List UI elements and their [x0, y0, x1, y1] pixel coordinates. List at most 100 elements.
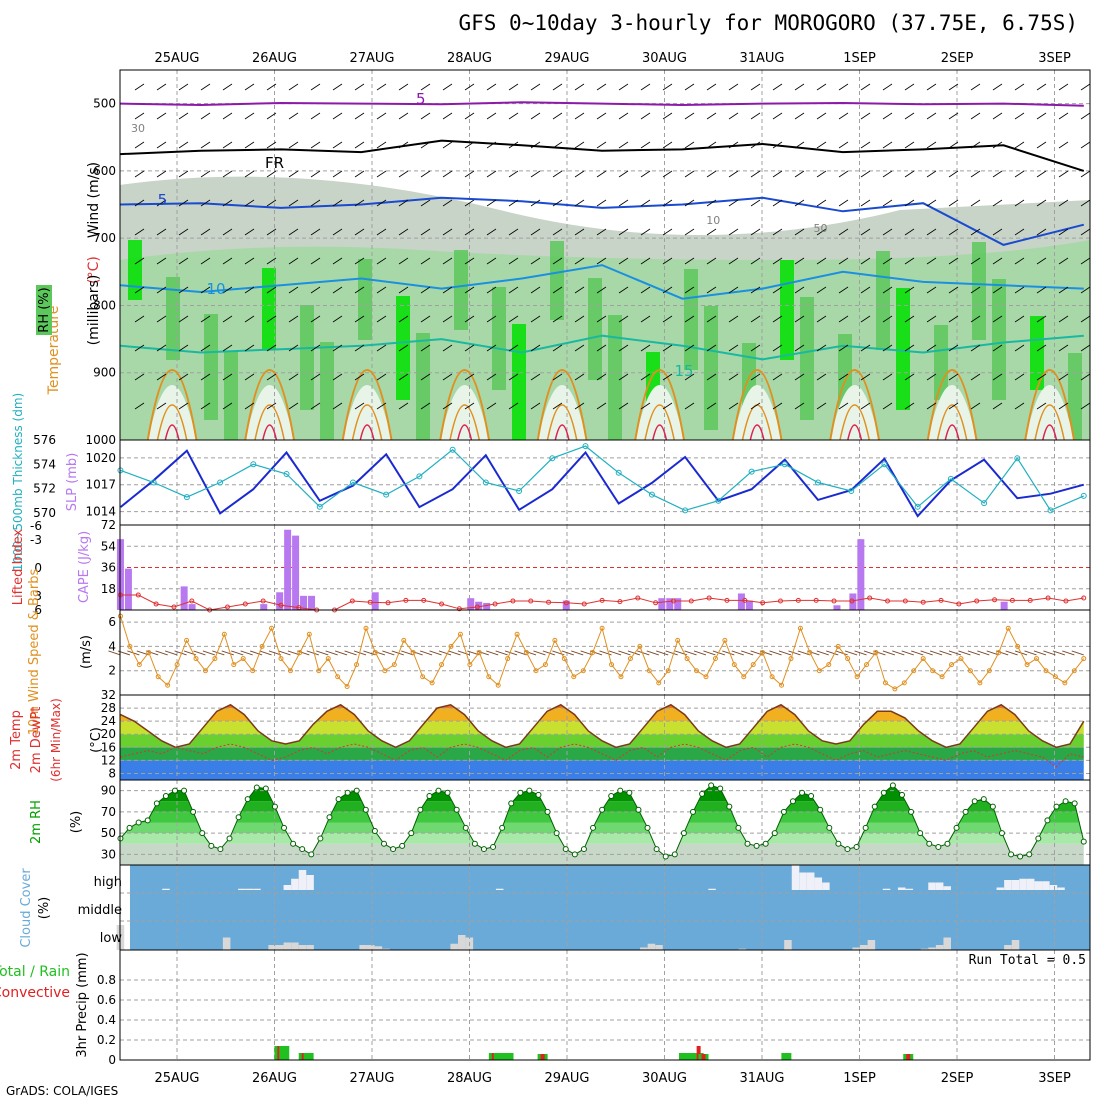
wind-barb: [1014, 402, 1025, 410]
wind-barb: [476, 650, 489, 656]
contour-30: [847, 424, 863, 441]
wind-barb: [442, 373, 453, 381]
rh-shading-dry: [245, 385, 294, 440]
temp-unit-label: (°C): [89, 727, 104, 753]
lifted-point: [867, 595, 873, 601]
wind-barb: [750, 199, 761, 207]
thickness-point: [250, 461, 257, 468]
rh-shading-dry: [1025, 385, 1074, 440]
rh-point: [226, 835, 233, 842]
wind-barb: [398, 170, 409, 178]
wind-barb: [596, 170, 607, 178]
precip-total-bar: [493, 1053, 504, 1060]
wind-barb: [420, 199, 431, 207]
wind-barb: [772, 402, 783, 410]
rh-point: [708, 782, 715, 789]
rh-point: [244, 796, 251, 803]
wind-speed-point: [457, 631, 463, 637]
thickness-point: [781, 461, 788, 468]
rh-patch: [588, 278, 602, 380]
lifted-point: [385, 600, 391, 606]
wind-barb: [1080, 257, 1091, 265]
wind-barb: [706, 228, 717, 236]
wind-barb: [420, 286, 431, 294]
wind-barb: [200, 402, 211, 410]
wind-speed-point: [618, 674, 624, 680]
wind-barb: [464, 170, 475, 178]
wind-barb: [420, 373, 431, 381]
contour-20: [731, 369, 783, 441]
wind-speed-point: [297, 650, 303, 655]
cloud-low-bar: [655, 945, 663, 950]
wind-barb: [486, 373, 497, 381]
rh-point: [862, 824, 869, 831]
cloud-high-bar: [306, 875, 314, 890]
wind-barb: [1058, 257, 1069, 265]
wind-speed-point: [854, 674, 860, 680]
wind-barb: [926, 228, 937, 236]
cloud-low-bar: [640, 947, 648, 950]
contour-20: [146, 369, 198, 441]
rh-point: [208, 842, 215, 849]
wind-barb: [854, 650, 867, 656]
wind-barb: [134, 112, 145, 120]
wind-barb: [882, 650, 896, 656]
cape-legend: CAPE (J/kg): [77, 531, 92, 603]
wind-barb: [244, 228, 255, 236]
wind-barb: [1058, 141, 1069, 149]
wind-barb: [838, 344, 849, 352]
wind-barb: [464, 373, 475, 381]
wind-barb: [596, 402, 607, 410]
wind-barb: [882, 141, 893, 149]
wind-barb: [354, 402, 365, 410]
wind-barb: [266, 199, 277, 207]
rh-point: [817, 806, 824, 813]
wind-barb: [464, 344, 475, 352]
wind-barb: [266, 373, 277, 381]
wind-speed-point: [694, 668, 700, 674]
wind-barb: [530, 112, 541, 120]
rh-patch: [608, 315, 622, 440]
wind-barb: [288, 286, 299, 294]
precip-tick-label: 0: [108, 1053, 116, 1067]
rh-point: [989, 803, 996, 810]
precip-total-bar: [781, 1053, 792, 1060]
wind-barb: [287, 650, 301, 656]
lifted-point: [510, 598, 516, 604]
wind-barb: [244, 83, 255, 91]
wind-barb: [996, 650, 1009, 656]
cloud-low-bar: [867, 940, 876, 950]
wind-barb: [662, 83, 673, 91]
wind-barb: [508, 141, 519, 149]
contour-30: [262, 424, 278, 441]
lifted-point: [760, 600, 766, 606]
rh-patch: [358, 259, 372, 340]
wind-barb: [860, 228, 871, 236]
cloud-high-bar: [495, 888, 504, 890]
top-date-label: 31AUG: [739, 51, 784, 66]
cloud-high-bar: [1011, 880, 1020, 890]
wind-barb: [860, 83, 871, 91]
wind-barb: [134, 257, 145, 265]
wind-barb: [948, 141, 959, 149]
wind-barb: [334, 650, 348, 656]
cloud-high-bar: [1019, 878, 1027, 890]
wind-barb: [508, 228, 519, 236]
top-date-axis: 25AUG 26AUG 27AUG 28AUG 29AUG 30AUG 31AUG 1SEP 2…: [154, 51, 1070, 66]
wind-barb: [508, 112, 519, 120]
wind-barb: [750, 141, 761, 149]
wind-barb: [156, 373, 167, 381]
rh-point: [326, 814, 333, 821]
wind-barb: [640, 373, 651, 381]
wind-barb: [156, 257, 167, 265]
temp-band: [120, 721, 1084, 735]
cloud-low-bar: [374, 946, 383, 950]
thickness-point: [482, 479, 489, 486]
thickness-point: [947, 475, 954, 482]
lifted-line: [120, 594, 1084, 611]
rh-point: [926, 840, 933, 847]
rh-point: [153, 800, 160, 807]
wind-barb: [442, 170, 453, 178]
wind-barb: [222, 141, 233, 149]
wind-barb: [596, 257, 607, 265]
